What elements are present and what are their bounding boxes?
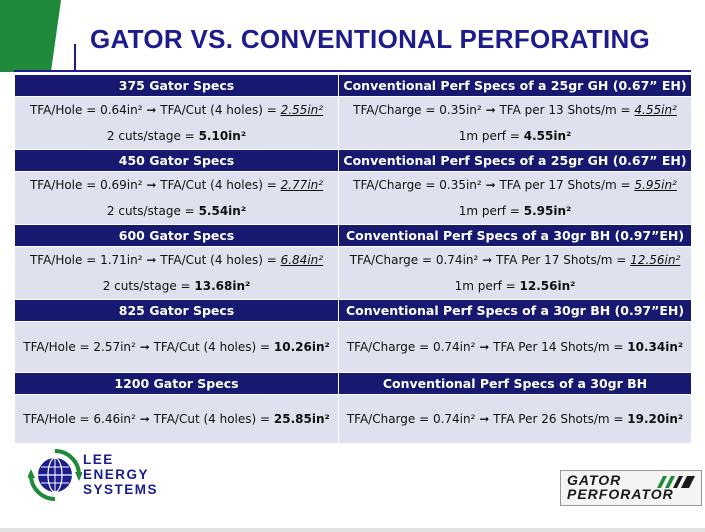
spec-row-825: TFA/Hole = 2.57in² ➞ TFA/Cut (4 holes) =…	[14, 321, 692, 373]
page-title: GATOR VS. CONVENTIONAL PERFORATING	[90, 24, 651, 54]
left-header: 375 Gator Specs	[14, 74, 339, 97]
header-row-825: 825 Gator Specs Conventional Perf Specs …	[14, 299, 692, 322]
tfa-cut-label: TFA/Cut (4 holes) =	[153, 340, 274, 354]
tfa-cut-label: TFA/Cut (4 holes) =	[160, 178, 281, 192]
tfa-cut-label: TFA/Cut (4 holes) =	[153, 412, 274, 426]
perf-value: 4.55in²	[523, 129, 572, 143]
tfa-charge: TFA/Charge = 0.74in²	[349, 253, 479, 267]
tfa-shots-label: TFA Per 17 Shots/m =	[496, 253, 631, 267]
right-header: Conventional Perf Specs of a 25gr GH (0.…	[338, 149, 692, 172]
tfa-hole: TFA/Hole = 0.64in²	[29, 103, 143, 117]
perf-label: 1m perf =	[458, 204, 524, 218]
arrow-icon: ➞	[482, 253, 493, 267]
left-header: 600 Gator Specs	[14, 224, 339, 247]
perf-value: 12.56in²	[519, 279, 576, 293]
gator-spec-cell: TFA/Hole = 2.57in² ➞ TFA/Cut (4 holes) =…	[14, 321, 339, 373]
tfa-shots-value: 4.55in²	[634, 103, 677, 117]
title-underline	[14, 70, 691, 72]
header-row-1200: 1200 Gator Specs Conventional Perf Specs…	[14, 372, 692, 395]
gator-spec-cell: TFA/Hole = 1.71in² ➞ TFA/Cut (4 holes) =…	[14, 246, 339, 300]
conventional-spec-cell: TFA/Charge = 0.74in² ➞ TFA Per 26 Shots/…	[338, 394, 692, 444]
tfa-cut-label: TFA/Cut (4 holes) =	[160, 103, 281, 117]
tfa-shots-label: TFA Per 26 Shots/m =	[493, 412, 628, 426]
spec-row-600: TFA/Hole = 1.71in² ➞ TFA/Cut (4 holes) =…	[14, 246, 692, 300]
left-header: 450 Gator Specs	[14, 149, 339, 172]
left-header: 1200 Gator Specs	[14, 372, 339, 395]
logo-line-systems: SYSTEMS	[83, 482, 159, 497]
right-header: Conventional Perf Specs of a 30gr BH (0.…	[338, 299, 692, 322]
gator-perforator-logo: GATOR PERFORATOR	[560, 470, 702, 506]
right-header: Conventional Perf Specs of a 30gr BH	[338, 372, 692, 395]
tfa-cut-value: 25.85in²	[273, 412, 330, 426]
arrow-icon: ➞	[139, 340, 150, 354]
specs-table: 375 Gator Specs Conventional Perf Specs …	[14, 74, 692, 444]
tfa-hole: TFA/Hole = 2.57in²	[23, 340, 136, 354]
tfa-cut-label: TFA/Cut (4 holes) =	[160, 253, 281, 267]
lee-energy-logo-text: LEE ENERGY SYSTEMS	[83, 452, 158, 497]
title-accent-line	[74, 44, 76, 72]
gator-logo-line2: PERFORATOR	[567, 486, 674, 502]
cuts-stage-value: 5.10in²	[198, 129, 247, 143]
gator-slash-icon	[657, 476, 695, 488]
tfa-charge: TFA/Charge = 0.74in²	[346, 340, 476, 354]
tfa-hole: TFA/Hole = 0.69in²	[29, 178, 143, 192]
conventional-spec-cell: TFA/Charge = 0.35in² ➞ TFA per 13 Shots/…	[338, 96, 692, 150]
tfa-shots-value: 19.20in²	[627, 412, 684, 426]
bottom-border	[0, 528, 705, 532]
arrow-icon: ➞	[146, 253, 157, 267]
header-row-375: 375 Gator Specs Conventional Perf Specs …	[14, 74, 692, 97]
tfa-shots-label: TFA per 17 Shots/m =	[499, 178, 635, 192]
spec-row-450: TFA/Hole = 0.69in² ➞ TFA/Cut (4 holes) =…	[14, 171, 692, 225]
perf-value: 5.95in²	[523, 204, 572, 218]
tfa-shots-label: TFA per 13 Shots/m =	[499, 103, 635, 117]
conventional-spec-cell: TFA/Charge = 0.74in² ➞ TFA Per 14 Shots/…	[338, 321, 692, 373]
tfa-shots-value: 5.95in²	[634, 178, 677, 192]
gator-logo-text: GATOR PERFORATOR	[567, 473, 674, 501]
lee-energy-globe-icon	[28, 449, 82, 501]
perf-label: 1m perf =	[458, 129, 524, 143]
logo-line-lee: LEE	[83, 452, 114, 467]
tfa-cut-value: 2.77in²	[280, 178, 324, 192]
gator-spec-cell: TFA/Hole = 6.46in² ➞ TFA/Cut (4 holes) =…	[14, 394, 339, 444]
tfa-hole: TFA/Hole = 1.71in²	[29, 253, 143, 267]
cuts-stage-value: 13.68in²	[194, 279, 251, 293]
cuts-stage-value: 5.54in²	[198, 204, 247, 218]
spec-row-1200: TFA/Hole = 6.46in² ➞ TFA/Cut (4 holes) =…	[14, 394, 692, 444]
header-row-600: 600 Gator Specs Conventional Perf Specs …	[14, 224, 692, 247]
cuts-stage-label: 2 cuts/stage =	[106, 129, 199, 143]
right-header: Conventional Perf Specs of a 30gr BH (0.…	[338, 224, 692, 247]
arrow-icon: ➞	[485, 103, 496, 117]
gator-spec-cell: TFA/Hole = 0.64in² ➞ TFA/Cut (4 holes) =…	[14, 96, 339, 150]
tfa-shots-value: 12.56in²	[630, 253, 681, 267]
arrow-icon: ➞	[146, 178, 157, 192]
gator-spec-cell: TFA/Hole = 0.69in² ➞ TFA/Cut (4 holes) =…	[14, 171, 339, 225]
tfa-cut-value: 2.55in²	[280, 103, 324, 117]
tfa-charge: TFA/Charge = 0.35in²	[353, 178, 482, 192]
tfa-charge: TFA/Charge = 0.74in²	[346, 412, 476, 426]
header-row-450: 450 Gator Specs Conventional Perf Specs …	[14, 149, 692, 172]
right-header: Conventional Perf Specs of a 25gr GH (0.…	[338, 74, 692, 97]
arrow-icon: ➞	[479, 340, 490, 354]
arrow-icon: ➞	[139, 412, 150, 426]
tfa-shots-value: 10.34in²	[627, 340, 684, 354]
tfa-cut-value: 6.84in²	[280, 253, 324, 267]
spec-row-375: TFA/Hole = 0.64in² ➞ TFA/Cut (4 holes) =…	[14, 96, 692, 150]
tfa-shots-label: TFA Per 14 Shots/m =	[493, 340, 628, 354]
tfa-cut-value: 10.26in²	[273, 340, 330, 354]
gator-logo-line1: GATOR	[567, 472, 622, 488]
logo-line-energy: ENERGY	[83, 467, 150, 482]
arrow-icon: ➞	[479, 412, 490, 426]
conventional-spec-cell: TFA/Charge = 0.35in² ➞ TFA per 17 Shots/…	[338, 171, 692, 225]
left-header: 825 Gator Specs	[14, 299, 339, 322]
conventional-spec-cell: TFA/Charge = 0.74in² ➞ TFA Per 17 Shots/…	[338, 246, 692, 300]
cuts-stage-label: 2 cuts/stage =	[102, 279, 195, 293]
tfa-hole: TFA/Hole = 6.46in²	[23, 412, 136, 426]
arrow-icon: ➞	[146, 103, 157, 117]
cuts-stage-label: 2 cuts/stage =	[106, 204, 199, 218]
arrow-icon: ➞	[485, 178, 496, 192]
perf-label: 1m perf =	[454, 279, 520, 293]
tfa-charge: TFA/Charge = 0.35in²	[353, 103, 482, 117]
